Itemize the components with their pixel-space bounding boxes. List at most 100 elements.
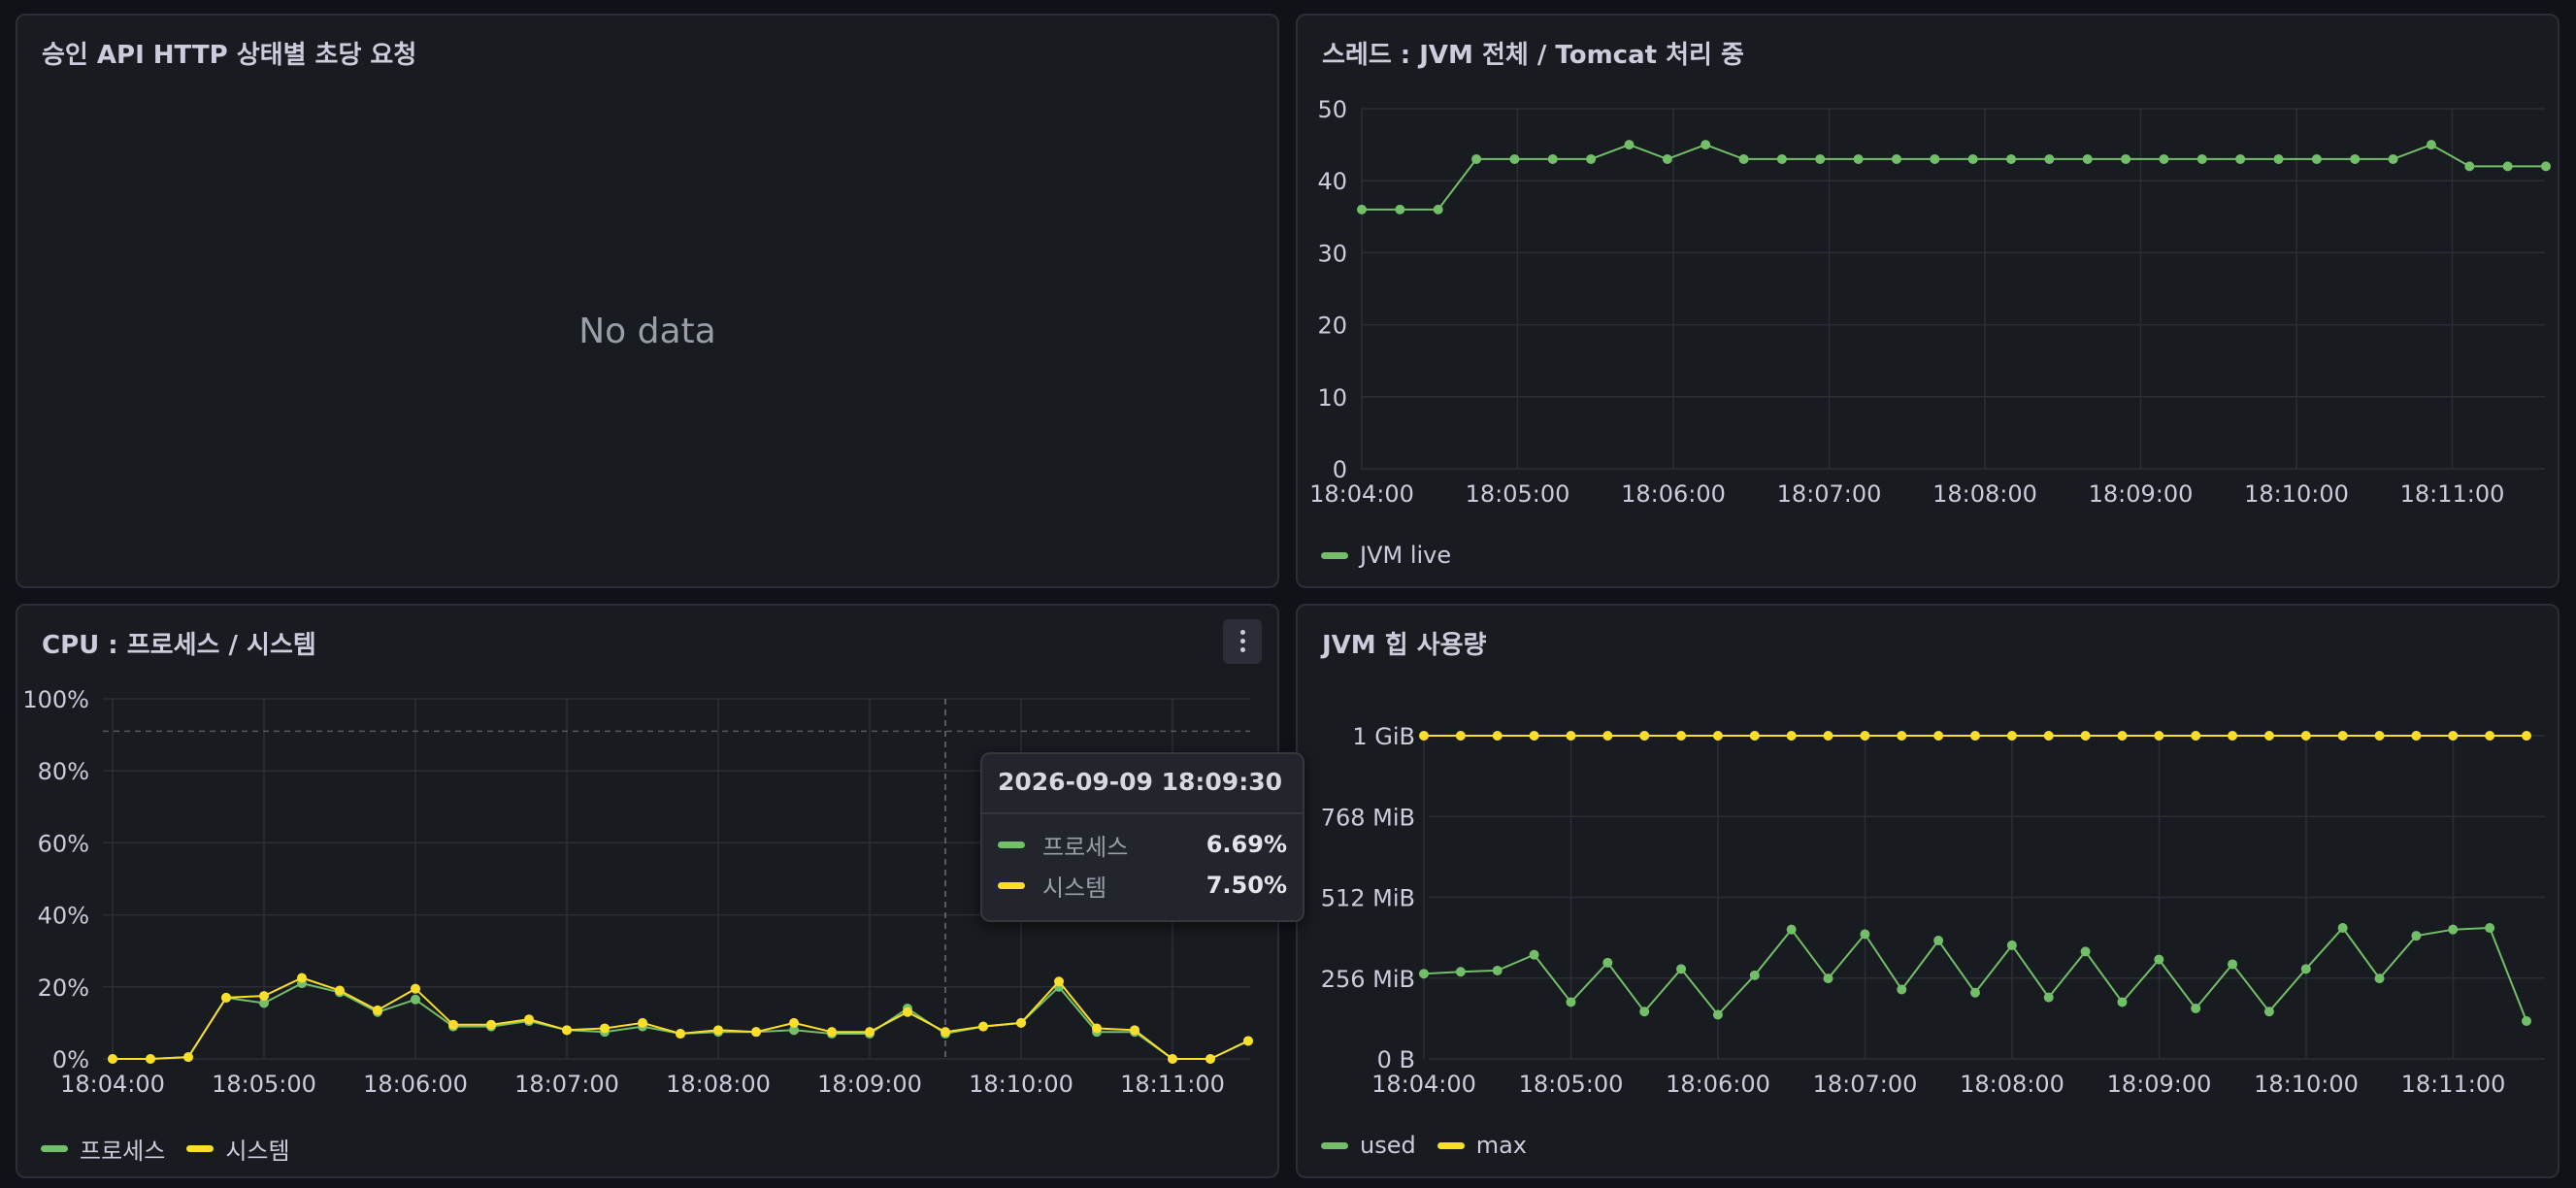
data-point	[1419, 969, 1429, 979]
data-point	[676, 1029, 685, 1040]
cpu-chart[interactable]: 0% 20% 40% 60% 80% 100% 18:04:00 18:05:00 18:06:…	[17, 606, 1277, 1176]
data-point	[1776, 153, 1787, 164]
data-point	[1676, 731, 1687, 741]
y-tick-label: 100%	[22, 686, 89, 713]
tooltip-row-system: 시스템 7.50%	[998, 868, 1287, 903]
data-point	[2121, 153, 2131, 164]
data-point	[2485, 731, 2495, 741]
legend-item-used[interactable]: used	[1321, 1132, 1416, 1159]
data-point	[1970, 731, 1980, 741]
data-point	[1712, 731, 1723, 741]
data-point	[2350, 153, 2361, 164]
data-point	[1930, 153, 1940, 164]
x-tick-label: 18:10:00	[2254, 1071, 2359, 1098]
data-point	[1639, 1006, 1650, 1017]
data-point	[1243, 1036, 1253, 1046]
panel-http-requests[interactable]: 승인 API HTTP 상태별 초당 요청 No data	[16, 14, 1279, 588]
data-point	[411, 983, 420, 994]
y-tick-label: 0 B	[1377, 1046, 1415, 1073]
data-point	[2191, 731, 2201, 741]
data-point	[1749, 970, 1760, 980]
series-line-used	[1423, 926, 2527, 1022]
data-point	[1455, 967, 1466, 977]
y-tick-label: 768 MiB	[1321, 804, 1415, 831]
data-point	[2044, 153, 2055, 164]
tooltip-series-value: 7.50%	[1205, 872, 1287, 899]
legend: 프로세스 시스템	[41, 1132, 290, 1166]
y-tick-label: 0%	[52, 1046, 89, 1073]
data-point	[2485, 923, 2495, 934]
data-point	[524, 1014, 534, 1025]
y-tick-label: 10	[1317, 384, 1347, 412]
panel-title: CPU : 프로세스 / 시스템	[42, 631, 316, 660]
legend-item-jvm-live[interactable]: JVM live	[1321, 542, 1451, 569]
tooltip-swatch	[998, 841, 1025, 848]
y-tick-label: 30	[1317, 240, 1347, 267]
data-point	[1853, 153, 1864, 164]
data-point	[2311, 153, 2322, 164]
legend-label: used	[1360, 1132, 1416, 1159]
legend-item-system[interactable]: 시스템	[186, 1132, 290, 1166]
data-point	[146, 1054, 155, 1064]
data-point	[1786, 924, 1797, 935]
data-point	[2448, 924, 2459, 935]
panel-title: 스레드 : JVM 전체 / Tomcat 처리 중	[1322, 41, 1744, 70]
data-point	[2300, 731, 2311, 741]
x-tick-label: 18:09:00	[817, 1071, 922, 1098]
data-point	[1933, 936, 1944, 946]
heap-chart[interactable]: 0 B 256 MiB 512 MiB 768 MiB 1 GiB 18:04:00 18:…	[1298, 606, 2558, 1176]
data-point	[1676, 964, 1687, 974]
data-point	[1897, 731, 1907, 741]
data-point	[903, 1006, 912, 1017]
series-line-JVM live	[1362, 143, 2546, 211]
data-point	[108, 1054, 117, 1064]
data-point	[1433, 204, 1443, 214]
data-point	[2006, 940, 2017, 950]
data-point	[1092, 1023, 1102, 1034]
x-tick-label: 18:06:00	[1666, 1071, 1770, 1098]
data-point	[486, 1019, 496, 1030]
data-point	[2411, 731, 2422, 741]
panel-menu-button[interactable]	[1223, 619, 1262, 664]
data-point	[941, 1027, 950, 1038]
data-point	[259, 998, 269, 1008]
x-tick-label: 18:07:00	[1813, 1071, 1918, 1098]
legend-swatch	[41, 1145, 68, 1152]
x-tick-label: 18:07:00	[514, 1071, 619, 1098]
data-point	[751, 1027, 761, 1038]
threads-chart[interactable]: 0 10 20 30 40 50 18:04:00 18:05:00 18:06:00 18:07…	[1298, 16, 2558, 586]
data-point	[1933, 731, 1944, 741]
data-point	[2522, 1015, 2531, 1026]
data-point	[1547, 153, 1558, 164]
data-point	[2263, 1006, 2274, 1017]
data-point	[2117, 731, 2128, 741]
x-tick-label: 18:08:00	[666, 1071, 771, 1098]
x-tick-label: 18:08:00	[1932, 480, 2037, 508]
data-point	[1509, 153, 1520, 164]
data-point	[1712, 1009, 1723, 1020]
panel-threads[interactable]: 스레드 : JVM 전체 / Tomcat 처리 중 0 10 20 30 40 50 18…	[1296, 14, 2559, 588]
panel-jvm-heap[interactable]: JVM 힙 사용량 0 B 256 MiB 512 MiB 768 MiB 1 GiB 1…	[1296, 604, 2559, 1178]
data-point	[183, 1052, 193, 1063]
data-point	[373, 1005, 382, 1015]
legend-item-process[interactable]: 프로세스	[41, 1132, 165, 1166]
data-point	[1054, 976, 1064, 987]
data-point	[259, 991, 269, 1002]
kebab-menu-icon	[1240, 647, 1245, 652]
data-point	[2426, 140, 2436, 150]
x-tick-label: 18:08:00	[1960, 1071, 2064, 1098]
data-point	[2228, 731, 2238, 741]
data-point	[978, 1021, 988, 1032]
data-point	[2374, 731, 2385, 741]
legend-item-max[interactable]: max	[1437, 1132, 1527, 1159]
data-point	[789, 1017, 799, 1028]
data-point	[1602, 731, 1613, 741]
data-point	[1823, 974, 1833, 984]
x-tick-label: 18:05:00	[1519, 1071, 1624, 1098]
data-point	[1860, 731, 1870, 741]
data-point	[2006, 731, 2017, 741]
data-point	[1529, 731, 1539, 741]
data-point	[2080, 946, 2091, 957]
data-point	[1586, 153, 1597, 164]
legend-swatch	[1321, 551, 1348, 559]
